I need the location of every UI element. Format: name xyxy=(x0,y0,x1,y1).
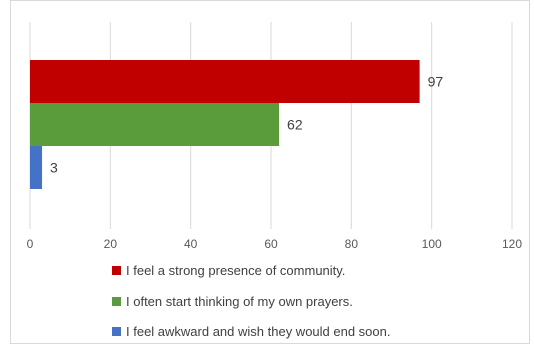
x-tick-label-40: 40 xyxy=(184,237,198,251)
legend-label-own-prayers: I often start thinking of my own prayers… xyxy=(126,293,353,309)
data-label-1: 62 xyxy=(287,117,303,133)
data-label-0: 97 xyxy=(428,74,444,90)
bar-2 xyxy=(30,146,43,189)
legend-item-community: I feel a strong presence of community. xyxy=(112,261,345,279)
x-tick-label-100: 100 xyxy=(422,237,442,251)
legend-swatch-own-prayers xyxy=(112,296,121,306)
legend-swatch-awkward xyxy=(112,326,121,336)
bar-1 xyxy=(30,103,280,146)
legend-item-awkward: I feel awkward and wish they would end s… xyxy=(112,322,391,340)
legend-swatch-community xyxy=(112,265,121,275)
bar-0 xyxy=(30,60,420,103)
x-tick-label-60: 60 xyxy=(264,237,278,251)
x-tick-label-120: 120 xyxy=(502,237,522,251)
x-tick-label-0: 0 xyxy=(27,237,34,251)
data-label-2: 3 xyxy=(50,160,58,176)
legend-item-own-prayers: I often start thinking of my own prayers… xyxy=(112,292,353,310)
legend-label-awkward: I feel awkward and wish they would end s… xyxy=(126,323,391,339)
chart-frame xyxy=(10,0,530,344)
legend-label-community: I feel a strong presence of community. xyxy=(126,262,346,278)
x-tick-label-80: 80 xyxy=(345,237,359,251)
x-tick-label-20: 20 xyxy=(104,237,118,251)
